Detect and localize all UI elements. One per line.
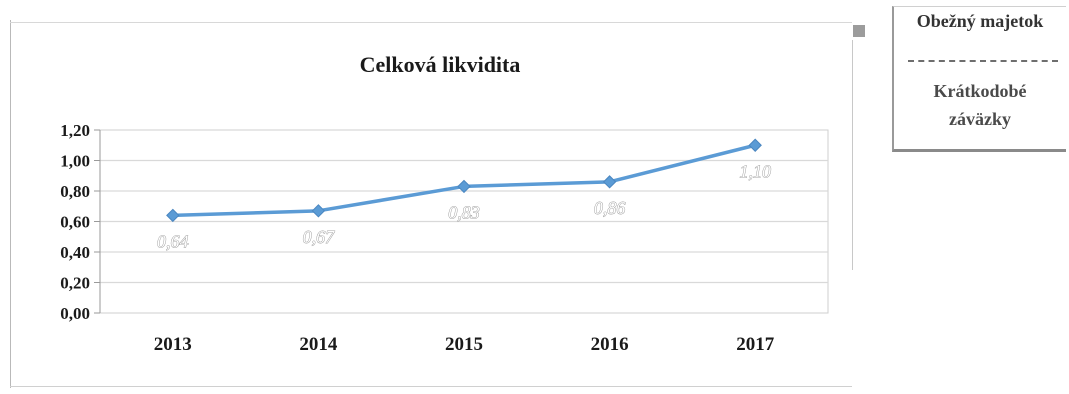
data-label: 0,83: [448, 202, 480, 222]
formula-denominator: Krátkodobé záväzky: [894, 77, 1066, 133]
data-label: 0,67: [303, 227, 336, 247]
y-tick-label: 0,80: [60, 182, 90, 201]
x-tick-label: 2015: [445, 334, 483, 355]
x-tick-label: 2013: [154, 334, 192, 355]
x-tick-label: 2017: [736, 334, 775, 355]
data-point-marker: [602, 175, 617, 189]
y-tick-label: 0,60: [60, 213, 90, 232]
y-tick-label: 0,00: [60, 304, 90, 323]
x-tick-label: 2014: [299, 334, 338, 355]
data-label: 0,64: [157, 231, 189, 251]
chart-title: Celková likvidita: [359, 52, 521, 77]
data-point-marker: [311, 204, 326, 218]
chart-frame-top-edge: [10, 22, 852, 23]
y-tick-label: 1,20: [60, 121, 90, 140]
data-label: 1,10: [739, 161, 771, 181]
data-point-marker: [166, 208, 180, 223]
data-point-marker: [457, 179, 471, 194]
formula-fraction-line: [908, 60, 1058, 62]
data-label: 0,86: [594, 198, 626, 218]
chart-frame: [10, 20, 853, 388]
formula-denominator-line1: Krátkodobé: [933, 81, 1027, 101]
y-tick-label: 1,00: [60, 152, 90, 171]
formula-legend: Obežný majetok Krátkodobé záväzky: [892, 6, 1066, 152]
y-tick-label: 0,20: [60, 274, 90, 293]
chart-frame-right-edge: [852, 40, 853, 270]
formula-numerator: Obežný majetok: [916, 11, 1044, 31]
y-tick-label: 0,40: [60, 243, 90, 262]
data-point-marker: [748, 138, 762, 152]
x-tick-label: 2016: [591, 334, 629, 355]
legend-marker: [853, 25, 865, 37]
formula-denominator-line2: záväzky: [949, 109, 1011, 129]
chart-frame-bottom-edge: [10, 386, 852, 387]
